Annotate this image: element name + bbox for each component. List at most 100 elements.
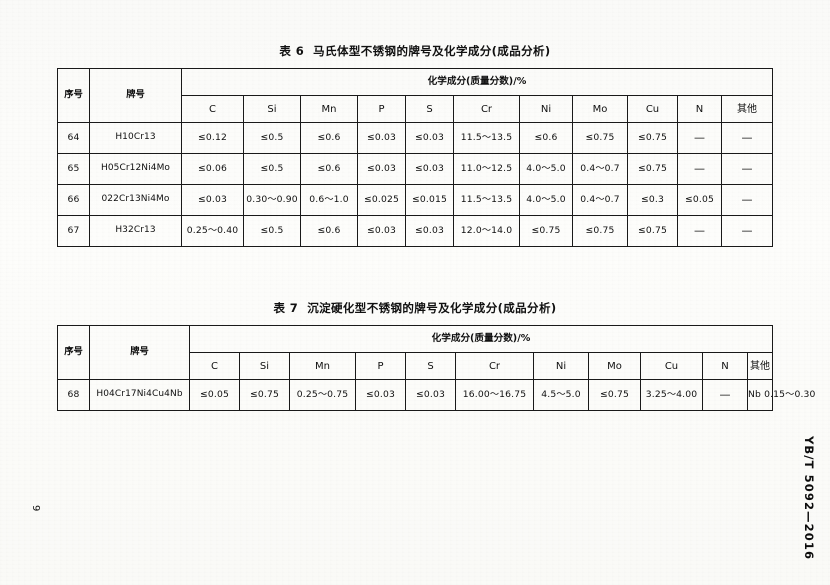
table-6-row-1-c: ≤0.06 <box>181 153 244 185</box>
table-7-row-0-p: ≤0.03 <box>355 379 406 411</box>
table-6-row-3-mn: ≤0.6 <box>300 215 358 247</box>
table-7-row-0-mo: ≤0.75 <box>588 379 641 411</box>
table-7-header-mo: Mo <box>588 352 641 380</box>
table-row: 66 022Cr13Ni4Mo ≤0.03 0.30～0.90 0.6～1.0 … <box>57 184 773 216</box>
table-6-row-3-c: 0.25～0.40 <box>181 215 244 247</box>
table-7-header-grade: 牌号 <box>89 325 190 380</box>
table-6-row-2-n: ≤0.05 <box>677 184 722 216</box>
table-6-row-2-cr: 11.5～13.5 <box>453 184 520 216</box>
table-7-caption-title: 沉淀硬化型不锈钢的牌号及化学成分(成品分析) <box>307 301 557 315</box>
table-7-header-cr: Cr <box>455 352 534 380</box>
table-6-row-0-si: ≤0.5 <box>243 122 301 154</box>
table-6-header-cu: Cu <box>627 95 678 123</box>
table-6-header-ni: Ni <box>519 95 573 123</box>
table-7-row-0-cu: 3.25～4.00 <box>640 379 703 411</box>
table-7-row-0-cr: 16.00～16.75 <box>455 379 534 411</box>
table-7-header-c: C <box>189 352 240 380</box>
table-6-row-1-si: ≤0.5 <box>243 153 301 185</box>
table-6-row-0-mn: ≤0.6 <box>300 122 358 154</box>
table-6-row-0-p: ≤0.03 <box>357 122 406 154</box>
table-6-row-2-p: ≤0.025 <box>357 184 406 216</box>
table-7-row-0-ni: 4.5～5.0 <box>533 379 589 411</box>
table-7-row-0-mn: 0.25～0.75 <box>289 379 356 411</box>
table-6-header-mo: Mo <box>572 95 628 123</box>
table-6-row-1-p: ≤0.03 <box>357 153 406 185</box>
table-7-header-ni: Ni <box>533 352 589 380</box>
table-6-row-0-c: ≤0.12 <box>181 122 244 154</box>
table-6-row-1-s: ≤0.03 <box>405 153 454 185</box>
table-6-header-c: C <box>181 95 244 123</box>
table-7-row-0-index: 68 <box>57 379 90 411</box>
table-6-row-1-other: — <box>721 153 773 185</box>
table-6-row-1-mo: 0.4～0.7 <box>572 153 628 185</box>
table-6-row-1-grade: H05Cr12Ni4Mo <box>89 153 182 185</box>
table-6-row-1-mn: ≤0.6 <box>300 153 358 185</box>
table-6: 序号 牌号 化学成分(质量分数)/% C Si Mn P S Cr Ni Mo … <box>57 68 773 247</box>
table-6-header-grade: 牌号 <box>89 68 182 123</box>
table-6-row-2-s: ≤0.015 <box>405 184 454 216</box>
table-6-row-1-cu: ≤0.75 <box>627 153 678 185</box>
table-7-header-s: S <box>405 352 456 380</box>
table-6-header-p: P <box>357 95 406 123</box>
table-6-row-3-p: ≤0.03 <box>357 215 406 247</box>
table-7-header-mn: Mn <box>289 352 356 380</box>
table-6-row-0-other: — <box>721 122 773 154</box>
table-7-header-cu: Cu <box>640 352 703 380</box>
table-6-header-row-1: 序号 牌号 化学成分(质量分数)/% <box>57 68 773 123</box>
table-6-row-3-s: ≤0.03 <box>405 215 454 247</box>
table-6-header-si: Si <box>243 95 301 123</box>
table-6-row-1-ni: 4.0～5.0 <box>519 153 573 185</box>
table-7-row-0-grade: H04Cr17Ni4Cu4Nb <box>89 379 190 411</box>
table-6-row-2-mn: 0.6～1.0 <box>300 184 358 216</box>
table-6-row-2-other: — <box>721 184 773 216</box>
table-7-header-si: Si <box>239 352 290 380</box>
table-6-row-0-cu: ≤0.75 <box>627 122 678 154</box>
table-6-caption: 表 6 马氏体型不锈钢的牌号及化学成分(成品分析) <box>57 43 773 59</box>
table-6-header-cr: Cr <box>453 95 520 123</box>
table-6-header-index: 序号 <box>57 68 90 123</box>
table-row: 68 H04Cr17Ni4Cu4Nb ≤0.05 ≤0.75 0.25～0.75… <box>57 379 815 411</box>
table-7-row-0-n: — <box>702 379 748 411</box>
table-6-block: 表 6 马氏体型不锈钢的牌号及化学成分(成品分析) 序号 <box>57 43 773 247</box>
table-6-header-mn: Mn <box>300 95 358 123</box>
table-7-row-0-si: ≤0.75 <box>239 379 290 411</box>
table-6-row-0-s: ≤0.03 <box>405 122 454 154</box>
standard-number-margin: YB/T 5092—2016 <box>802 436 816 561</box>
table-7-header-other: 其他 <box>747 352 773 380</box>
table-row: 65 H05Cr12Ni4Mo ≤0.06 ≤0.5 ≤0.6 ≤0.03 ≤0… <box>57 153 773 185</box>
table-7-caption-number: 表 7 <box>273 301 299 315</box>
table-6-row-0-cr: 11.5～13.5 <box>453 122 520 154</box>
table-6-header-group: 化学成分(质量分数)/% <box>181 68 773 96</box>
table-6-row-1-index: 65 <box>57 153 90 185</box>
table-6-caption-title: 马氏体型不锈钢的牌号及化学成分(成品分析) <box>313 44 551 58</box>
table-6-caption-number: 表 6 <box>279 44 305 58</box>
table-6-header-n: N <box>677 95 722 123</box>
table-7-caption: 表 7 沉淀硬化型不锈钢的牌号及化学成分(成品分析) <box>57 300 773 316</box>
table-6-row-0-ni: ≤0.6 <box>519 122 573 154</box>
table-6-row-2-si: 0.30～0.90 <box>243 184 301 216</box>
table-6-row-2-index: 66 <box>57 184 90 216</box>
table-6-row-3-n: — <box>677 215 722 247</box>
table-7-block: 表 7 沉淀硬化型不锈钢的牌号及化学成分(成品分析) 序号 <box>57 300 815 411</box>
table-6-row-1-n: — <box>677 153 722 185</box>
table-6-row-3-ni: ≤0.75 <box>519 215 573 247</box>
table-7-header-row-2: C Si Mn P S Cr Ni Mo Cu N 其他 <box>58 352 773 380</box>
table-6-row-3-cu: ≤0.75 <box>627 215 678 247</box>
table-6-row-0-n: — <box>677 122 722 154</box>
table-6-row-3-si: ≤0.5 <box>243 215 301 247</box>
table-7-header-n: N <box>702 352 748 380</box>
table-6-row-1-cr: 11.0～12.5 <box>453 153 520 185</box>
table-6-header-s: S <box>405 95 454 123</box>
table-6-row-2-c: ≤0.03 <box>181 184 244 216</box>
page-number: 9 <box>30 505 41 512</box>
table-7-header-index: 序号 <box>57 325 90 380</box>
table-6-row-2-ni: 4.0～5.0 <box>519 184 573 216</box>
table-6-row-0-index: 64 <box>57 122 90 154</box>
table-6-row-3-cr: 12.0～14.0 <box>453 215 520 247</box>
table-6-row-3-grade: H32Cr13 <box>89 215 182 247</box>
table-6-row-0-grade: H10Cr13 <box>89 122 182 154</box>
table-7-header-p: P <box>355 352 406 380</box>
table-row: 64 H10Cr13 ≤0.12 ≤0.5 ≤0.6 ≤0.03 ≤0.03 1… <box>57 122 773 154</box>
table-6-row-3-other: — <box>721 215 773 247</box>
